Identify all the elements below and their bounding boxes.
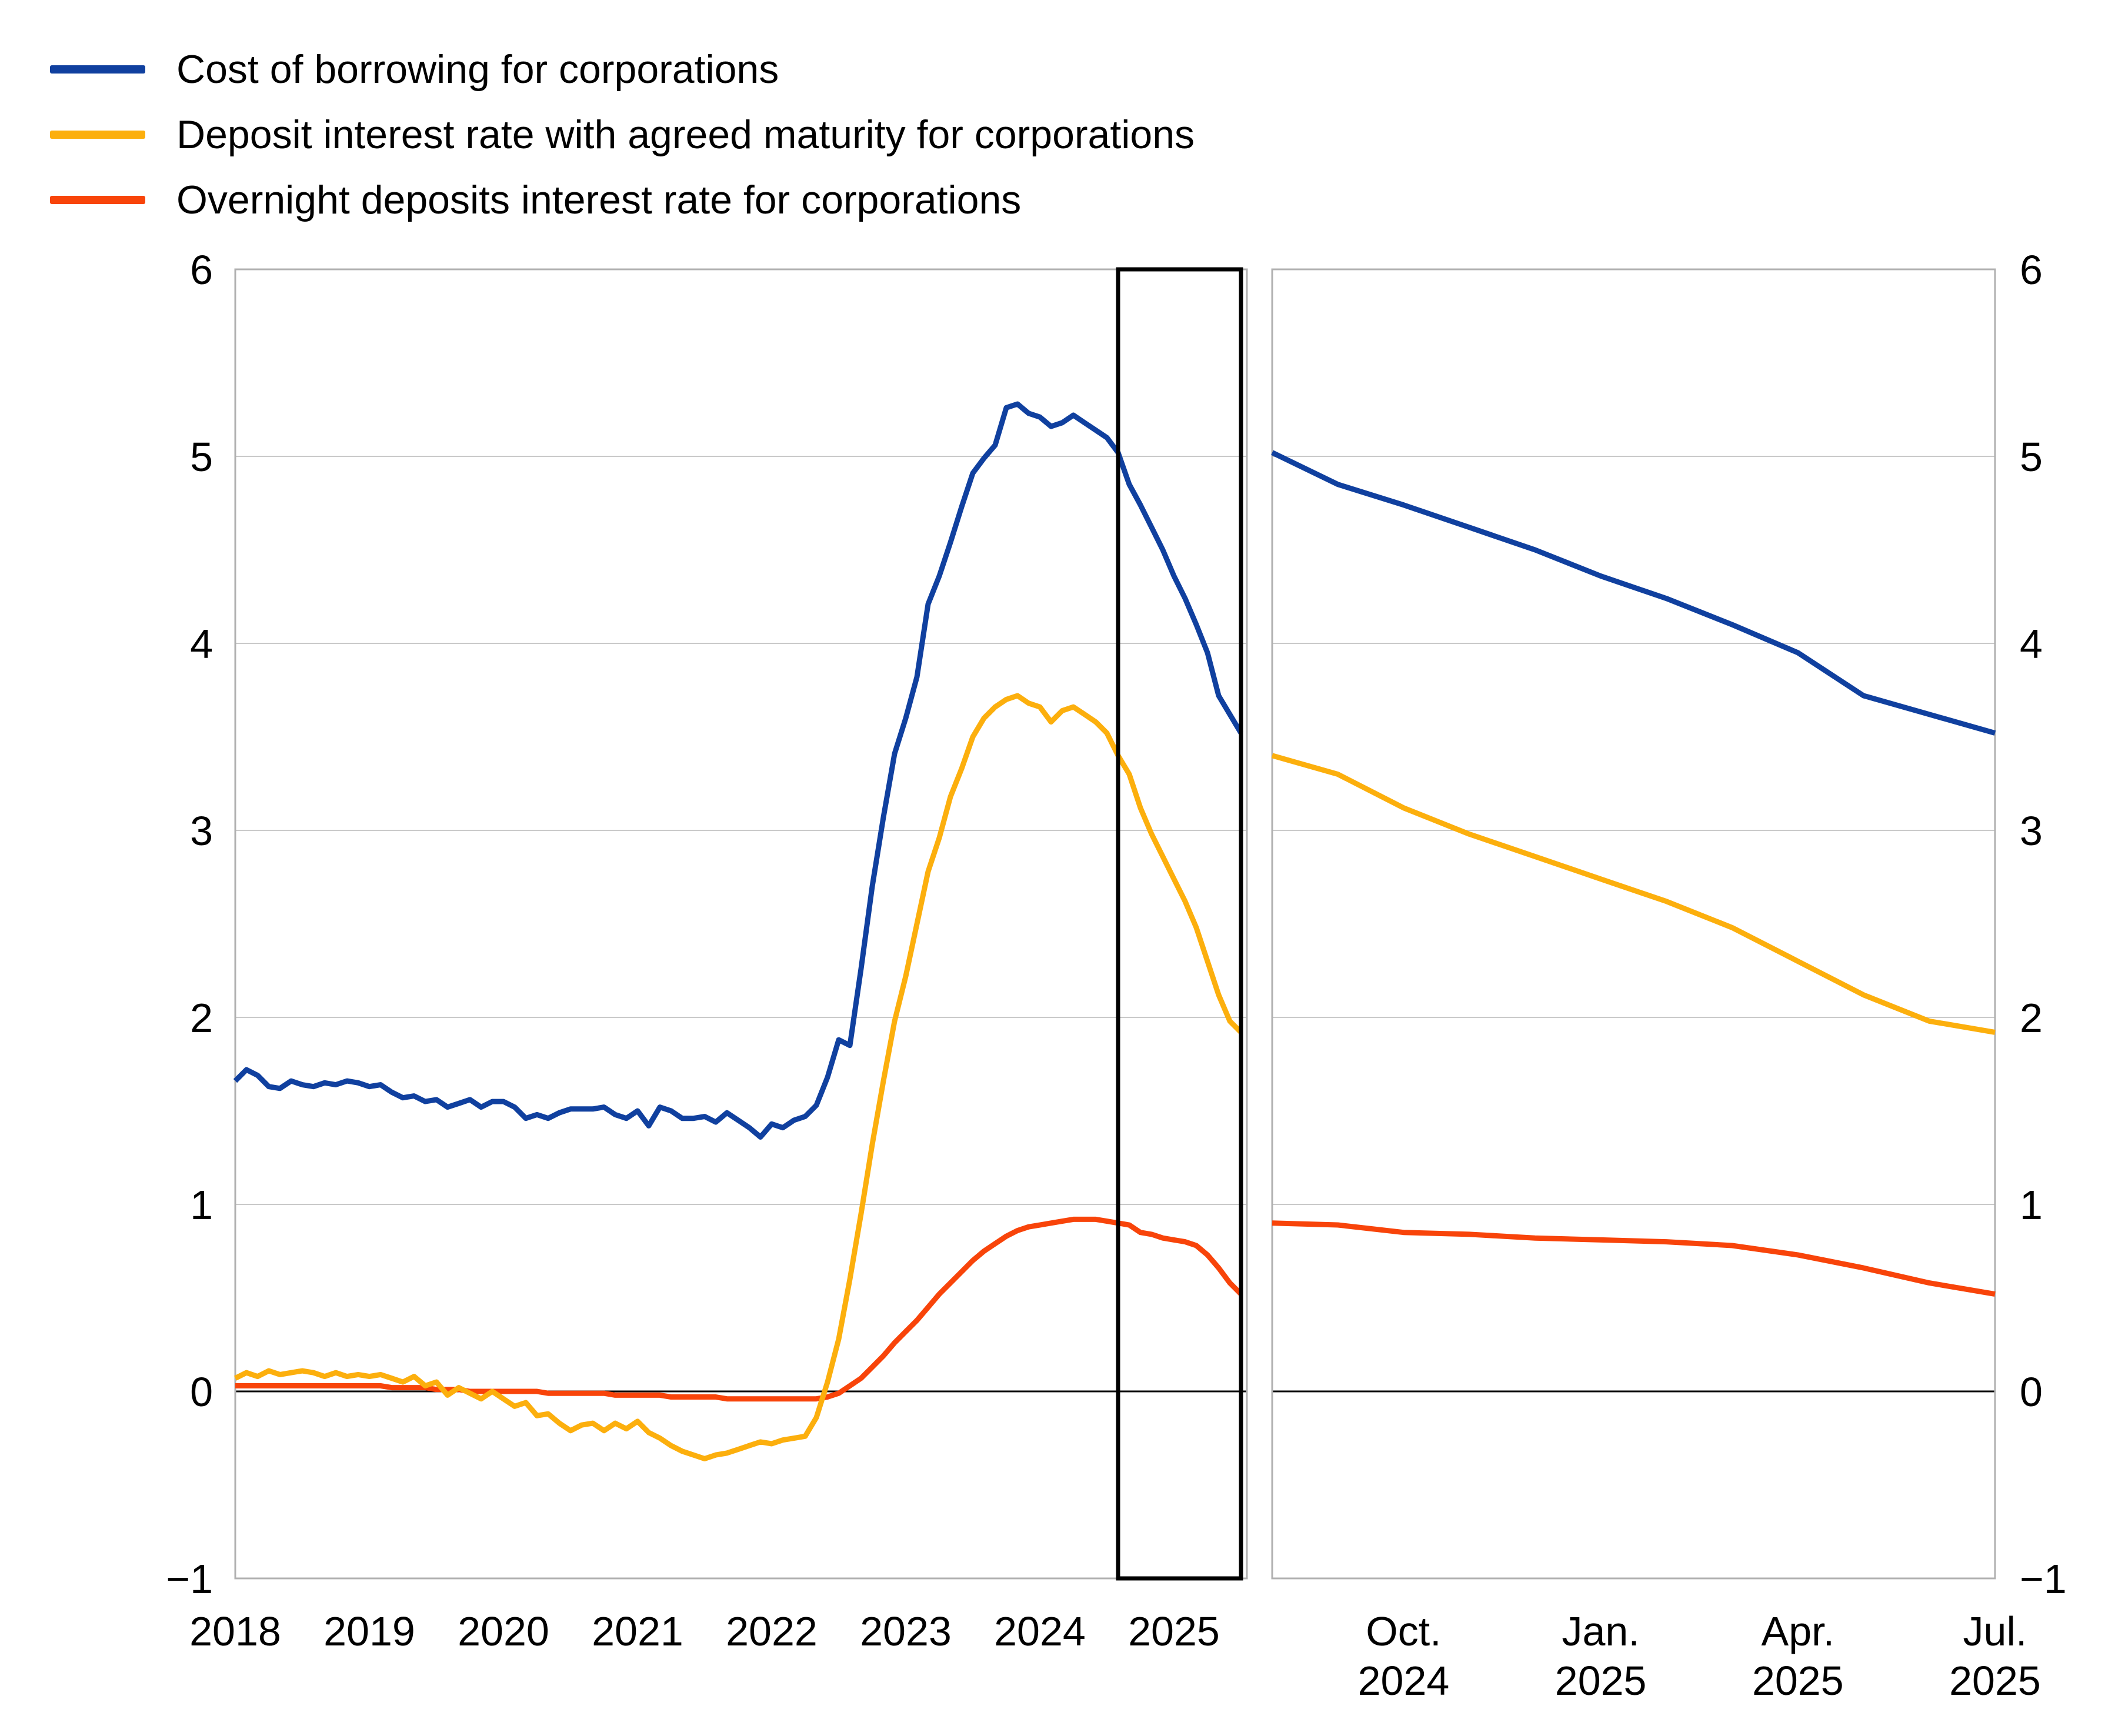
legend-label: Cost of borrowing for corporations: [176, 47, 779, 92]
x-tick-label: 2025: [1752, 1658, 1844, 1704]
y-tick-label: 4: [190, 621, 213, 667]
series-line-1: [233, 693, 1243, 1461]
series-line-2: [1272, 1220, 1996, 1297]
y-tick-label: 0: [190, 1369, 213, 1415]
x-tick-label: 2019: [323, 1608, 415, 1654]
panel-border: [1271, 268, 1996, 1580]
y-tick-label: 5: [190, 434, 213, 480]
x-tick-label: 2025: [1128, 1608, 1220, 1654]
x-tick-label: Oct.: [1366, 1608, 1441, 1654]
legend-item-cost-of-borrowing: Cost of borrowing for corporations: [50, 47, 779, 92]
series-line-0: [233, 401, 1243, 1140]
y-tick-label: 1: [190, 1182, 213, 1228]
x-tick-label: Apr.: [1762, 1608, 1835, 1654]
y-tick-label: −1: [166, 1556, 213, 1602]
y-tick-label: 6: [190, 247, 213, 293]
series-line-1: [1271, 753, 1996, 1035]
series-line-2: [235, 1216, 1243, 1402]
y-tick-label: 3: [2020, 808, 2043, 854]
line-swatch-icon: [50, 65, 145, 74]
y-tick-label: 2: [190, 995, 213, 1041]
y-tick-label: 5: [2020, 434, 2043, 480]
line-swatch-icon: [50, 196, 145, 204]
x-tick-label: 2025: [1555, 1658, 1647, 1704]
y-tick-label: −1: [2020, 1556, 2067, 1602]
y-tick-label: 3: [190, 808, 213, 854]
x-tick-label: 2022: [726, 1608, 818, 1654]
x-tick-label: Jul.: [1963, 1608, 2027, 1654]
legend-label: Deposit interest rate with agreed maturi…: [176, 112, 1195, 157]
x-tick-label: 2018: [189, 1608, 281, 1654]
legend-label: Overnight deposits interest rate for cor…: [176, 178, 1022, 222]
y-tick-label: 0: [2020, 1369, 2043, 1415]
series-line-0: [1271, 450, 1996, 736]
legend-item-overnight-deposits: Overnight deposits interest rate for cor…: [50, 178, 1021, 222]
y-tick-label: 4: [2020, 621, 2043, 667]
y-tick-label: 6: [2020, 247, 2043, 293]
x-tick-label: 2024: [1358, 1658, 1450, 1704]
x-tick-label: 2020: [458, 1608, 549, 1654]
panel-border: [234, 268, 1248, 1580]
x-tick-label: 2025: [1949, 1658, 2041, 1704]
x-tick-label: Jan.: [1562, 1608, 1639, 1654]
x-tick-label: 2021: [592, 1608, 683, 1654]
x-tick-label: 2024: [994, 1608, 1086, 1654]
x-tick-label: 2023: [860, 1608, 952, 1654]
line-swatch-icon: [50, 131, 145, 139]
y-tick-label: 1: [2020, 1182, 2043, 1228]
legend-item-deposit-agreed-maturity: Deposit interest rate with agreed maturi…: [50, 112, 1195, 157]
highlight-box: [1116, 267, 1243, 1581]
y-tick-label: 2: [2020, 995, 2043, 1041]
